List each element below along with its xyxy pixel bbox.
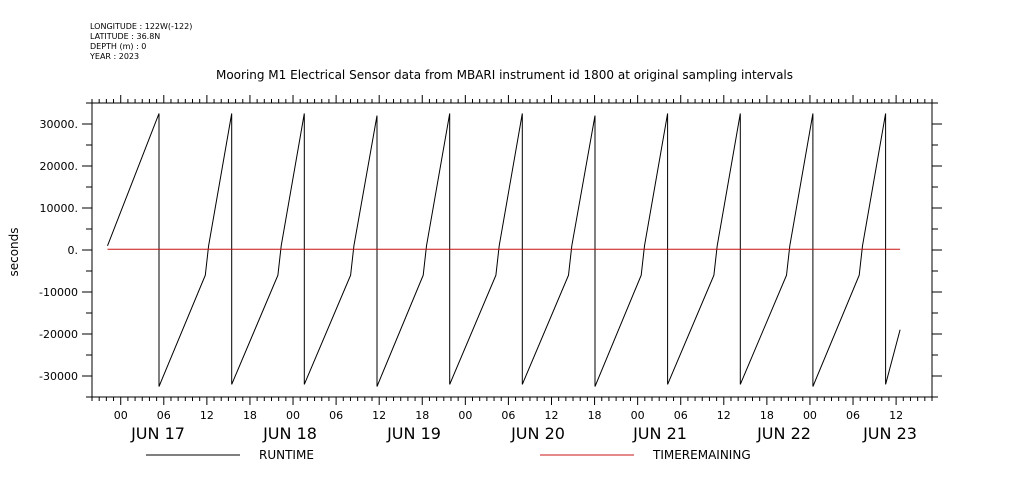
x-hour-label: 00 bbox=[114, 409, 128, 422]
y-tick-label: 10000. bbox=[40, 202, 79, 215]
x-hour-label: 18 bbox=[588, 409, 602, 422]
x-day-label: JUN 21 bbox=[632, 424, 687, 443]
metadata-block: LONGITUDE : 122W(-122) LATITUDE : 36.8N … bbox=[90, 22, 192, 62]
plot-border bbox=[91, 102, 933, 398]
x-day-label: JUN 22 bbox=[756, 424, 811, 443]
series-lines bbox=[107, 113, 901, 387]
x-hour-label: 00 bbox=[803, 409, 817, 422]
x-day-label: JUN 19 bbox=[386, 424, 441, 443]
longitude-label: LONGITUDE : 122W(-122) bbox=[90, 22, 193, 31]
legend-label: RUNTIME bbox=[259, 448, 314, 462]
runtime-line bbox=[107, 113, 901, 387]
x-hour-label: 06 bbox=[501, 409, 515, 422]
x-hour-label: 12 bbox=[372, 409, 386, 422]
legend: RUNTIME TIMEREMAINING bbox=[146, 448, 751, 462]
x-hour-label: 12 bbox=[200, 409, 214, 422]
x-hour-label: 06 bbox=[157, 409, 171, 422]
plot-frame bbox=[91, 102, 933, 398]
y-tick-label: -20000 bbox=[39, 328, 78, 341]
x-hour-label: 12 bbox=[717, 409, 731, 422]
x-hour-label: 00 bbox=[286, 409, 300, 422]
x-hour-label: 18 bbox=[760, 409, 774, 422]
x-hour-label: 00 bbox=[458, 409, 472, 422]
x-hour-label: 18 bbox=[415, 409, 429, 422]
chart-title: Mooring M1 Electrical Sensor data from M… bbox=[215, 68, 794, 82]
year-label: YEAR : 2023 bbox=[90, 52, 140, 61]
y-axis-label: seconds bbox=[7, 227, 21, 276]
x-hour-label: 06 bbox=[846, 409, 860, 422]
x-hour-label: 12 bbox=[544, 409, 558, 422]
x-hour-label: 18 bbox=[243, 409, 257, 422]
depth-label: DEPTH (m) : 0 bbox=[90, 42, 147, 51]
latitude-label: LATITUDE : 36.8N bbox=[90, 32, 161, 41]
x-day-label: JUN 18 bbox=[262, 424, 317, 443]
x-day-label: JUN 17 bbox=[130, 424, 185, 443]
x-day-label: JUN 23 bbox=[862, 424, 917, 443]
x-day-label: JUN 20 bbox=[510, 424, 565, 443]
x-hour-label: 00 bbox=[631, 409, 645, 422]
x-hour-label: 06 bbox=[329, 409, 343, 422]
axis-labels: 30000. 20000. 10000. 0. -10000 -20000 -30000 00… bbox=[39, 118, 917, 443]
x-hour-label: 12 bbox=[889, 409, 903, 422]
y-tick-label: 30000. bbox=[40, 118, 79, 131]
axis-ticks bbox=[82, 95, 942, 405]
x-hour-label: 06 bbox=[674, 409, 688, 422]
y-tick-label: -30000 bbox=[39, 370, 78, 383]
legend-label: TIMEREMAINING bbox=[652, 448, 751, 462]
y-tick-label: -10000 bbox=[39, 286, 78, 299]
y-tick-label: 0. bbox=[68, 244, 79, 257]
y-tick-label: 20000. bbox=[40, 160, 79, 173]
